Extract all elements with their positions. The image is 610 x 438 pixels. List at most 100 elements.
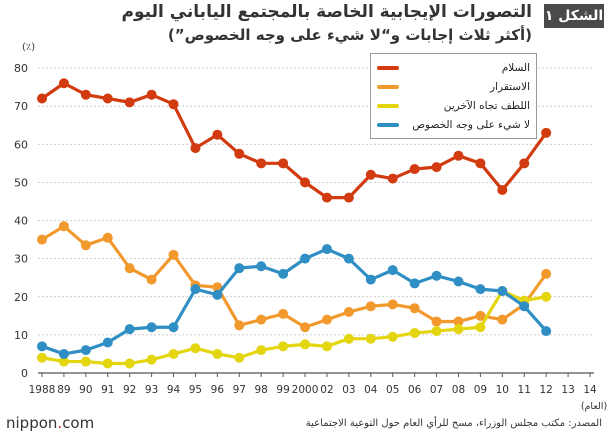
x-tick-label: 09: [474, 384, 487, 396]
x-tick-label: 07: [430, 384, 443, 396]
data-point: [256, 158, 267, 169]
legend-label: السلام: [501, 61, 530, 74]
data-point: [168, 249, 179, 260]
data-point: [453, 324, 464, 335]
legend-swatch: [377, 84, 399, 89]
data-point: [37, 234, 47, 245]
data-point: [453, 276, 464, 287]
data-point: [321, 341, 332, 352]
data-point: [475, 310, 486, 321]
data-point: [190, 143, 201, 154]
x-axis-unit: (العام): [581, 401, 607, 412]
data-point: [541, 326, 552, 337]
data-point: [497, 314, 508, 325]
data-point: [146, 274, 157, 285]
x-tick-label: 02: [320, 384, 333, 396]
data-point: [146, 322, 157, 333]
data-point: [278, 158, 289, 169]
legend-label: الاستقرار: [490, 80, 530, 93]
x-tick-label: 1988: [29, 384, 56, 396]
data-point: [475, 284, 486, 295]
chart-subtitle: (أكثر ثلاث إجابات و“لا شيء على وجه الخصو…: [167, 26, 532, 44]
x-tick-label: 04: [364, 384, 378, 396]
data-point: [300, 253, 311, 264]
y-tick-label: 20: [14, 291, 28, 304]
y-tick-label: 80: [14, 62, 28, 75]
data-point: [343, 192, 354, 203]
y-axis-unit: (٪): [22, 42, 36, 53]
x-tick-label: 14: [583, 384, 597, 396]
data-point: [168, 322, 179, 333]
data-point: [102, 358, 113, 369]
x-tick-label: 13: [561, 384, 574, 396]
data-point: [431, 162, 442, 173]
data-point: [431, 316, 442, 327]
data-point: [387, 331, 398, 342]
data-point: [343, 253, 354, 264]
data-point: [365, 274, 376, 285]
logo-dot: .: [57, 414, 63, 432]
y-tick-label: 30: [14, 253, 28, 266]
data-point: [453, 316, 464, 327]
data-point: [190, 284, 201, 295]
data-point: [234, 263, 245, 274]
data-point: [212, 289, 223, 300]
data-point: [37, 352, 47, 363]
y-tick-label: 60: [14, 138, 28, 151]
data-point: [321, 192, 332, 203]
data-point: [409, 164, 420, 175]
data-point: [300, 322, 311, 333]
data-point: [168, 99, 179, 110]
data-point: [80, 89, 91, 100]
data-point: [58, 348, 69, 359]
x-tick-label: 08: [452, 384, 465, 396]
data-point: [519, 158, 530, 169]
y-tick-label: 50: [14, 176, 28, 189]
x-tick-label: 99: [276, 384, 289, 396]
legend-swatch: [377, 103, 399, 108]
legend-item: اللطف تجاه الآخرين: [377, 96, 530, 115]
data-point: [409, 327, 420, 338]
x-tick-label: 90: [79, 384, 92, 396]
data-point: [343, 333, 354, 344]
data-point: [409, 278, 420, 289]
x-tick-label: 98: [255, 384, 268, 396]
data-point: [475, 158, 486, 169]
data-point: [58, 78, 69, 89]
data-point: [497, 185, 508, 195]
x-tick-label: 12: [539, 384, 552, 396]
data-point: [365, 333, 376, 344]
data-point: [475, 322, 486, 333]
data-point: [541, 291, 552, 302]
data-point: [102, 93, 113, 104]
data-point: [124, 97, 135, 108]
legend-label: لا شيء على وجه الخصوص: [412, 118, 530, 131]
data-point: [58, 221, 69, 232]
data-point: [234, 352, 245, 363]
series-line: [40, 247, 548, 356]
data-point: [102, 232, 113, 243]
legend-label: اللطف تجاه الآخرين: [443, 99, 530, 112]
logo-main: nippon: [6, 414, 58, 432]
legend-swatch: [377, 65, 399, 70]
data-point: [278, 308, 289, 319]
x-tick-label: 89: [57, 384, 70, 396]
data-point: [541, 268, 552, 279]
series-line: [40, 289, 548, 366]
data-point: [387, 265, 398, 276]
data-point: [365, 301, 376, 312]
chart-title: التصورات الإيجابية الخاصة بالمجتمع الياب…: [121, 2, 532, 22]
source-note: المصدر: مكتب مجلس الوزراء، مسح للرأي الع…: [305, 418, 602, 429]
data-point: [321, 244, 332, 255]
x-tick-label: 97: [233, 384, 246, 396]
data-point: [58, 356, 69, 367]
data-point: [387, 173, 398, 184]
data-point: [80, 356, 91, 367]
y-tick-label: 70: [14, 100, 28, 113]
data-point: [278, 341, 289, 352]
data-point: [256, 261, 267, 272]
data-point: [102, 337, 113, 348]
legend-item: لا شيء على وجه الخصوص: [377, 115, 530, 134]
data-point: [124, 263, 135, 274]
